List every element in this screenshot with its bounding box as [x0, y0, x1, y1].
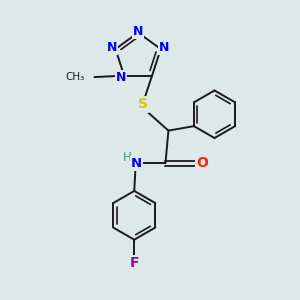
Text: N: N — [133, 25, 143, 38]
Text: N: N — [107, 41, 117, 54]
Text: CH₃: CH₃ — [66, 71, 85, 82]
Text: H: H — [123, 152, 132, 164]
Text: N: N — [131, 157, 142, 170]
Text: F: F — [130, 256, 139, 270]
Text: O: O — [196, 156, 208, 170]
Text: N: N — [116, 70, 126, 84]
Text: S: S — [138, 98, 148, 111]
Text: N: N — [158, 41, 169, 54]
